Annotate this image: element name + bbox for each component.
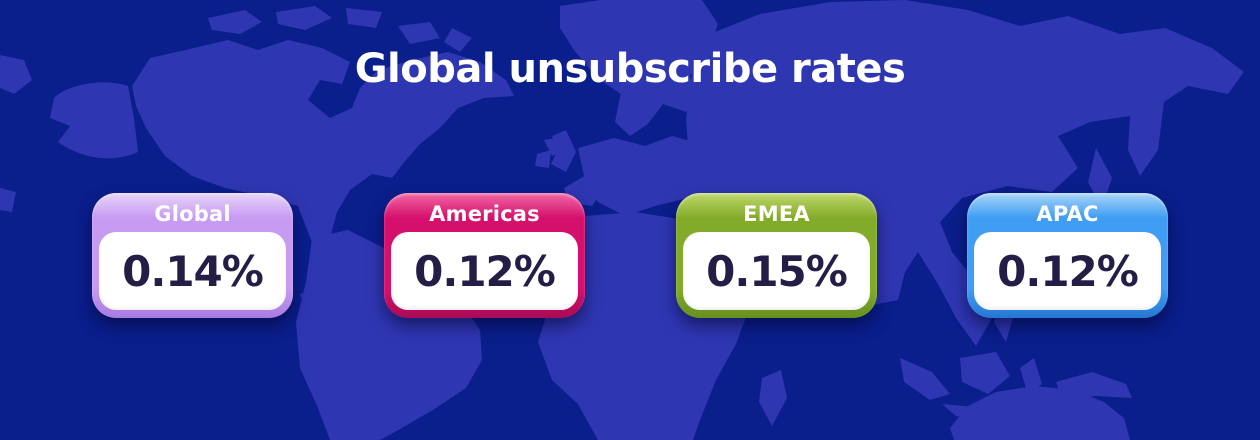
map-ireland xyxy=(535,150,551,168)
page-title: Global unsubscribe rates xyxy=(354,46,906,92)
map-na-mainland xyxy=(132,40,514,276)
map-chukotka xyxy=(0,55,32,94)
map-arctic-island xyxy=(208,10,262,34)
card-rate-value: 0.14% xyxy=(122,246,264,296)
rate-card-apac: APAC 0.12% xyxy=(967,193,1168,318)
map-alaska xyxy=(50,82,138,159)
map-left-fragment xyxy=(0,188,16,212)
map-madagascar xyxy=(759,370,787,426)
map-arctic-island xyxy=(398,22,440,44)
map-scandinavia xyxy=(615,30,700,136)
map-sumatra xyxy=(900,358,950,400)
map-sulawesi xyxy=(1020,358,1042,394)
map-oceania xyxy=(950,386,1130,440)
card-value-panel: 0.12% xyxy=(974,232,1161,310)
map-arctic-island xyxy=(346,8,382,28)
card-rate-value: 0.12% xyxy=(414,246,556,296)
map-australia xyxy=(950,386,1130,440)
card-region-label: Global xyxy=(154,201,231,226)
rate-card-global: Global 0.14% xyxy=(92,193,293,318)
card-rate-value: 0.12% xyxy=(997,246,1139,296)
card-region-label: EMEA xyxy=(743,201,810,226)
map-arctic-island xyxy=(1144,62,1178,80)
card-region-label: APAC xyxy=(1036,201,1099,226)
map-uk xyxy=(551,130,576,172)
map-arctic-island xyxy=(276,6,332,30)
rate-card-americas: Americas 0.12% xyxy=(384,193,585,318)
card-value-panel: 0.15% xyxy=(683,232,870,310)
card-region-label: Americas xyxy=(429,201,540,226)
map-borneo xyxy=(960,352,1010,394)
card-value-panel: 0.12% xyxy=(391,232,578,310)
map-asia-mainland xyxy=(686,0,1244,346)
card-rate-value: 0.15% xyxy=(706,246,848,296)
rate-card-emea: EMEA 0.15% xyxy=(676,193,877,318)
map-arctic-island xyxy=(444,28,472,52)
card-value-panel: 0.14% xyxy=(99,232,286,310)
